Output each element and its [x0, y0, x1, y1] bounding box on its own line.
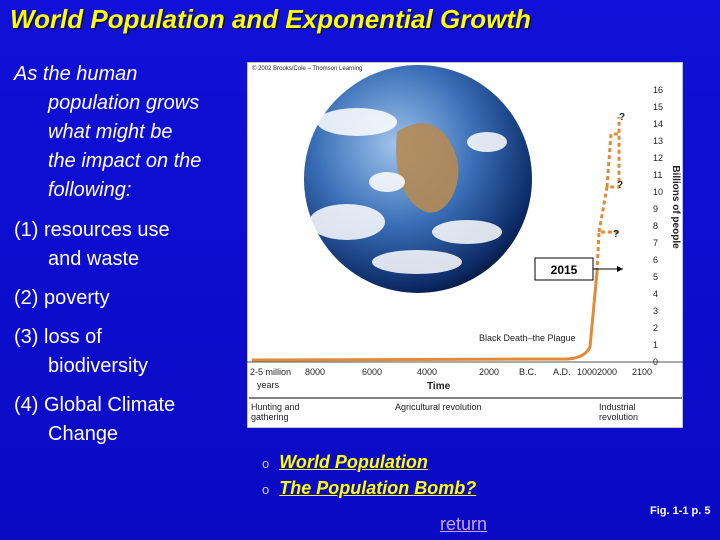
impact-line: (2) poverty	[14, 287, 110, 309]
x-tick-label: 4000	[417, 367, 437, 377]
unknown-mark: ?	[619, 112, 625, 123]
y-tick-label: 5	[653, 272, 658, 282]
y-tick-label: 16	[653, 85, 663, 95]
y-tick-label: 6	[653, 255, 658, 265]
y-tick-label: 3	[653, 306, 658, 316]
x-tick-label: 8000	[305, 367, 325, 377]
x-tick-label: A.D.	[553, 367, 571, 377]
question-line: population grows	[48, 92, 200, 114]
year-label: 2015	[551, 263, 578, 277]
y-tick-label: 11	[653, 170, 662, 180]
era-label: Industrial	[599, 402, 636, 412]
links: o World Population o The Population Bomb?	[262, 450, 476, 502]
y-tick-label: 14	[653, 119, 663, 129]
impact-line: (3) loss of	[14, 326, 102, 348]
question-line: As the human	[14, 63, 138, 85]
link-row: o The Population Bomb?	[262, 476, 476, 502]
x-tick-label: 1000	[577, 367, 597, 377]
link-row: o World Population	[262, 450, 476, 476]
unknown-mark: ?	[617, 180, 623, 191]
question: As the human population grows what might b…	[14, 60, 201, 205]
impact-line: (1) resources use	[14, 219, 170, 241]
arrowhead	[617, 266, 623, 272]
y-tick-label: 0	[653, 357, 658, 367]
impact-line: and waste	[48, 248, 140, 270]
x-tick-label: 2000	[597, 367, 617, 377]
question-line: what might be	[48, 121, 173, 143]
impact-list: (1) resources use and waste (2) poverty (3)…	[14, 216, 175, 449]
credit: © 2002 Brooks/Cole – Thomson Learning	[252, 65, 362, 72]
question-line: the impact on the	[48, 150, 202, 172]
impact-item: (3) loss of biodiversity	[14, 323, 175, 381]
impact-line: biodiversity	[48, 355, 149, 377]
plague-label: Black Death–the Plague	[479, 333, 576, 343]
return-link[interactable]: return	[440, 514, 488, 534]
question-line: following:	[48, 179, 132, 201]
x-tick-label: 2100	[632, 367, 652, 377]
figure: © 2002 Brooks/Cole – Thomson Learning012…	[247, 62, 683, 428]
era-label: revolution	[599, 412, 638, 422]
slide-title: World Population and Exponential Growth	[10, 4, 531, 34]
era-label: Hunting and	[251, 402, 300, 412]
y-axis-label: Billions of people	[670, 165, 681, 249]
projection-lines	[595, 117, 621, 273]
y-tick-label: 1	[653, 340, 658, 350]
x-sublabel: years	[257, 380, 280, 390]
era-label: gathering	[251, 412, 289, 422]
link[interactable]: World Population	[279, 452, 428, 472]
link[interactable]: The Population Bomb?	[279, 478, 477, 498]
x-tick-label: 2000	[479, 367, 499, 377]
x-tick-label: 2-5 million	[250, 367, 291, 377]
impact-line: (4) Global Climate	[14, 394, 176, 416]
impact-line: Change	[48, 423, 119, 445]
impact-item: (1) resources use and waste	[14, 216, 175, 274]
y-tick-label: 9	[653, 204, 658, 214]
y-tick-label: 8	[653, 221, 658, 231]
y-tick-label: 13	[653, 136, 663, 146]
y-tick-label: 7	[653, 238, 658, 248]
bullet: o	[262, 482, 270, 497]
y-tick-label: 4	[653, 289, 658, 299]
y-tick-label: 12	[653, 153, 663, 163]
clouds	[309, 108, 507, 274]
bullet: o	[262, 456, 270, 471]
figure-reference: Fig. 1-1 p. 5	[650, 505, 711, 517]
x-tick-label: B.C.	[519, 367, 537, 377]
x-tick-label: 6000	[362, 367, 382, 377]
impact-item: (2) poverty	[14, 284, 175, 313]
population-curve	[251, 271, 599, 362]
era-label: Agricultural revolution	[395, 402, 482, 412]
y-tick-label: 15	[653, 102, 663, 112]
impact-item: (4) Global Climate Change	[14, 391, 175, 449]
continent	[396, 123, 459, 213]
unknown-mark: ?	[613, 229, 619, 240]
y-tick-label: 2	[653, 323, 658, 333]
x-axis-label: Time	[427, 381, 451, 392]
y-tick-label: 10	[653, 187, 663, 197]
